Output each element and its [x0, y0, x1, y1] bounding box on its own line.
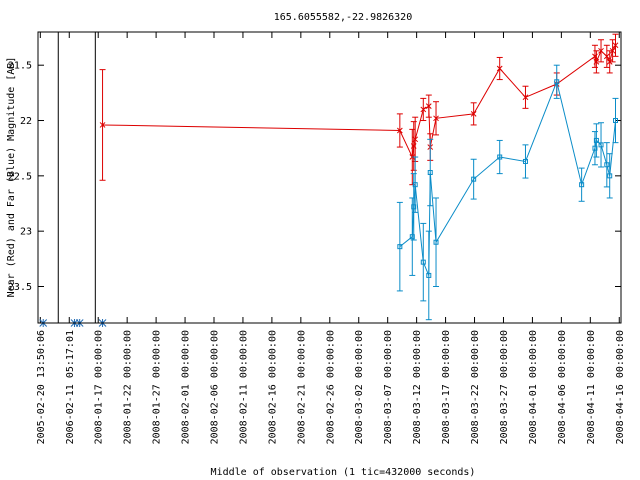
- x-tick-label: 2008-03-02 00:00:00: [354, 330, 365, 444]
- data-point: [411, 204, 417, 210]
- x-tick-label: 2008-02-11 00:00:00: [238, 330, 249, 444]
- series-far: [396, 64, 619, 321]
- data-point: [420, 259, 426, 265]
- y-axis-ticks: 21.5 22 22.5 23 23.5: [8, 61, 621, 293]
- data-point: [409, 234, 415, 240]
- data-point: [425, 103, 432, 109]
- data-point-stroke: [99, 122, 106, 128]
- data-point-stroke: [396, 127, 403, 134]
- x-tick-label: 2008-04-16 00:00:00: [615, 330, 626, 444]
- x-tick-label: 2008-04-06 00:00:00: [557, 330, 568, 444]
- data-point: [471, 176, 477, 182]
- x-tick-label: 2005-02-20 13:50:06: [36, 330, 47, 444]
- x-tick-label: 2008-02-16 00:00:00: [267, 330, 278, 444]
- data-point: [397, 244, 403, 250]
- data-point: [607, 173, 613, 179]
- data-point-stroke: [593, 59, 600, 65]
- data-point: [396, 127, 403, 134]
- x-tick-label: 2008-02-21 00:00:00: [296, 330, 307, 444]
- x-tick-label: 2006-02-11 05:17:01: [65, 330, 76, 444]
- data-point: [604, 162, 610, 168]
- x-tick-label: 2008-02-06 00:00:00: [210, 330, 221, 444]
- y-tick-label: 21.5: [8, 61, 32, 72]
- data-point: [603, 53, 610, 60]
- data-point: [579, 182, 585, 188]
- y-tick-label: 22: [20, 116, 32, 127]
- series-near: [99, 33, 619, 186]
- data-point: [412, 182, 418, 188]
- data-point: [420, 106, 427, 113]
- plot-frame: [37, 31, 622, 324]
- axis-break-lines: [57, 32, 96, 323]
- chart-title: 165.6055582,-22.9826320: [274, 12, 412, 23]
- x-tick-label: 2008-04-01 00:00:00: [528, 330, 539, 444]
- data-point-stroke: [609, 47, 616, 54]
- data-point: [497, 154, 503, 160]
- x-tick-label: 2008-03-27 00:00:00: [499, 330, 510, 444]
- data-point: [99, 122, 106, 128]
- data-point-stroke: [470, 111, 477, 117]
- x-tick-label: 2008-04-11 00:00:00: [586, 330, 597, 444]
- x-tick-label: 2008-02-26 00:00:00: [325, 330, 336, 444]
- data-point: [522, 94, 529, 101]
- data-point: [470, 111, 477, 117]
- series-layer: [99, 33, 619, 321]
- data-point: [598, 47, 604, 54]
- data-point: [613, 118, 618, 124]
- data-point-stroke: [412, 136, 419, 143]
- data-point: [593, 59, 600, 65]
- data-point: [427, 170, 433, 176]
- data-point: [433, 239, 439, 245]
- x-axis-ticks: 2005-02-20 13:50:06 2006-02-11 05:17:01 20…: [36, 32, 626, 444]
- data-point: [612, 42, 619, 49]
- x-axis-label: Middle of observation (1 tic=432000 seco…: [211, 467, 476, 478]
- y-tick-label: 22.5: [8, 171, 32, 182]
- data-point: [522, 158, 528, 164]
- x-tick-label: 2008-02-01 00:00:00: [181, 330, 192, 444]
- data-point-stroke: [433, 115, 439, 122]
- data-point: [412, 136, 419, 143]
- x-tick-label: 2008-03-12 00:00:00: [412, 330, 423, 444]
- x-tick-label: 2008-01-27 00:00:00: [152, 330, 163, 444]
- data-point: [554, 79, 560, 85]
- data-point-stroke: [612, 42, 619, 49]
- data-point: [592, 145, 598, 151]
- data-point-stroke: [496, 65, 503, 72]
- y-axis-label: Near (Red) and Far (Blue) Magnitude [AB]: [6, 57, 17, 298]
- y-tick-label: 23: [20, 227, 32, 238]
- x-tick-label: 2008-03-07 00:00:00: [383, 330, 394, 444]
- data-point: [593, 137, 599, 143]
- data-point: [433, 115, 439, 122]
- data-point-stroke: [598, 47, 604, 54]
- data-point-stroke: [425, 103, 432, 109]
- x-tick-label: 2008-03-22 00:00:00: [470, 330, 481, 444]
- data-point-stroke: [603, 53, 610, 60]
- data-point-stroke: [420, 106, 427, 113]
- data-point: [609, 47, 616, 54]
- data-point: [496, 65, 503, 72]
- x-tick-label: 2008-01-22 00:00:00: [123, 330, 134, 444]
- data-point: [426, 272, 432, 278]
- data-point-stroke: [522, 94, 529, 101]
- x-tick-label: 2008-01-17 00:00:00: [94, 330, 105, 444]
- y-tick-label: 23.5: [8, 282, 32, 293]
- data-point: [598, 142, 604, 148]
- x-tick-label: 2008-03-17 00:00:00: [441, 330, 452, 444]
